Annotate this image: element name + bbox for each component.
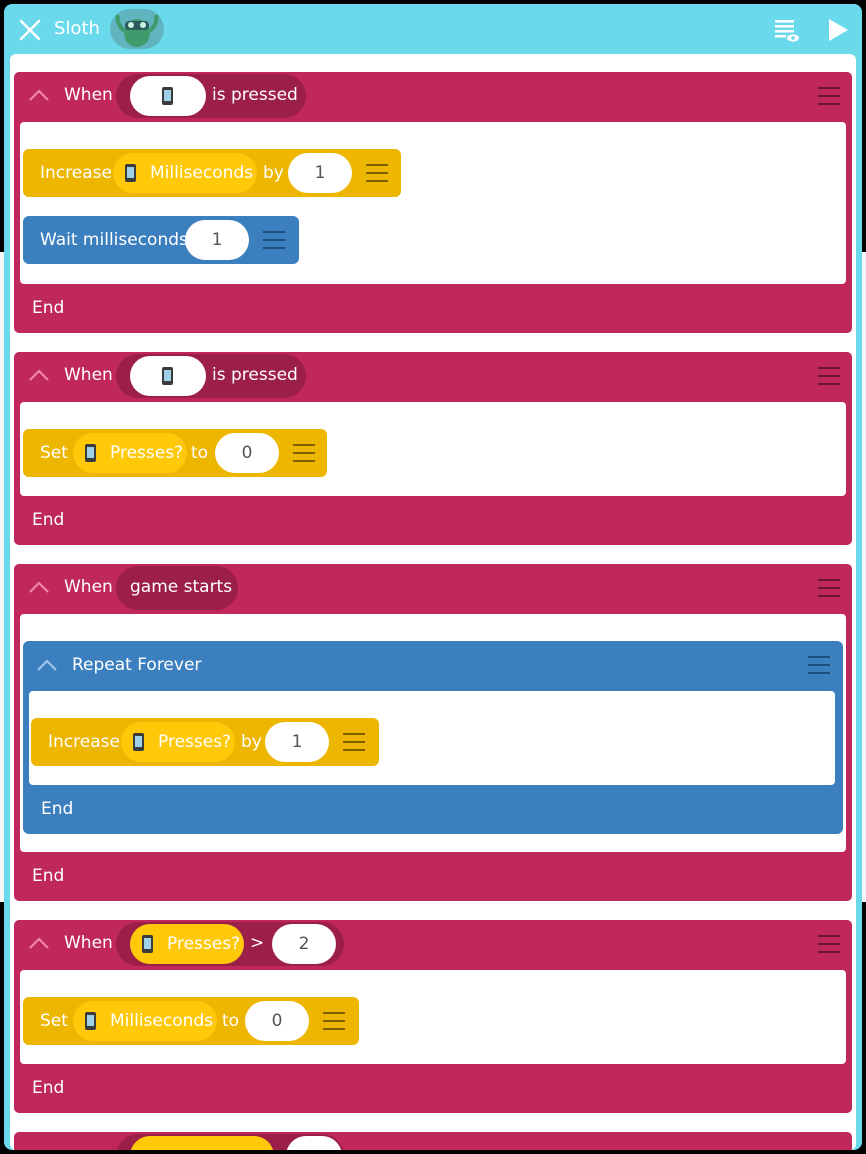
value-input[interactable]: 1 <box>265 722 329 762</box>
device-selector[interactable] <box>130 356 206 396</box>
rule-header: When Presses? > 2 <box>14 920 852 968</box>
repeat-forever-block[interactable]: Repeat Forever Increase Presses? by <box>23 641 843 834</box>
loop-body: Increase Presses? by 1 <box>29 691 835 785</box>
trigger-pill[interactable]: is pressed <box>116 74 306 118</box>
variable-pill[interactable]: Milliseconds <box>73 1001 217 1041</box>
value-input[interactable]: 0 <box>215 433 279 473</box>
phone-icon <box>125 164 136 182</box>
end-label: End <box>32 1078 65 1098</box>
trigger-suffix: is pressed <box>212 365 298 385</box>
trigger-suffix: is pressed <box>212 85 298 105</box>
when-label: When <box>64 85 113 105</box>
chevron-up-icon[interactable] <box>28 368 50 382</box>
phone-icon <box>162 87 173 105</box>
sloth-avatar[interactable] <box>110 9 164 49</box>
rule-menu-icon[interactable] <box>818 935 840 955</box>
rule-body: Increase Milliseconds by 1 Wait millisec… <box>20 122 846 284</box>
block-menu-icon[interactable] <box>293 444 315 464</box>
phone-icon <box>85 1012 96 1030</box>
device-selector[interactable] <box>130 76 206 116</box>
value-input[interactable]: 0 <box>245 1001 309 1041</box>
increase-block[interactable]: Increase Milliseconds by 1 <box>23 149 401 197</box>
rule-header: When is pressed <box>14 352 852 400</box>
chevron-up-icon[interactable] <box>28 580 50 594</box>
variable-name: Presses? <box>167 934 241 954</box>
loop-menu-icon[interactable] <box>808 656 830 676</box>
rule-body: Repeat Forever Increase Presses? by <box>20 614 846 852</box>
end-label: End <box>32 298 65 318</box>
close-icon[interactable] <box>18 18 42 42</box>
rule-when-condition: When Presses? > 2 Set <box>14 920 852 1113</box>
variable-name: Milliseconds <box>150 163 254 183</box>
phone-icon <box>85 444 96 462</box>
sloth-character-icon <box>115 14 159 47</box>
wait-label: Wait milliseconds <box>40 230 188 250</box>
when-label: When <box>64 577 113 597</box>
rule-body: Set Presses? to 0 <box>20 402 846 496</box>
end-label: End <box>32 866 65 886</box>
when-label: When <box>64 933 113 953</box>
by-label: by <box>241 732 262 752</box>
phone-icon <box>142 935 153 953</box>
chevron-up-icon[interactable] <box>28 88 50 102</box>
chevron-up-icon[interactable] <box>28 936 50 950</box>
list-eye-icon[interactable] <box>772 16 800 44</box>
increase-label: Increase <box>48 732 120 752</box>
rule-menu-icon[interactable] <box>818 367 840 387</box>
rule-body: Set Milliseconds to 0 <box>20 970 846 1064</box>
condition-pill[interactable] <box>116 1134 344 1150</box>
rule-partial <box>14 1132 852 1150</box>
set-label: Set <box>40 443 68 463</box>
condition-pill[interactable]: Presses? > 2 <box>116 922 344 966</box>
trigger-pill[interactable]: is pressed <box>116 354 306 398</box>
trigger-pill[interactable]: game starts <box>116 566 238 610</box>
variable-name: Milliseconds <box>110 1011 214 1031</box>
block-menu-icon[interactable] <box>263 231 285 251</box>
variable-pill[interactable]: Presses? <box>73 433 187 473</box>
rule-when-pressed-2: When is pressed Set Presses? <box>14 352 852 545</box>
top-bar: Sloth <box>4 4 862 56</box>
rule-when-game-starts: When game starts Repeat Forever <box>14 564 852 901</box>
variable-name: Presses? <box>158 732 232 752</box>
variable-pill[interactable] <box>130 1136 274 1150</box>
play-icon[interactable] <box>824 16 852 44</box>
rule-when-pressed-1: When is pressed Increase Milliseconds <box>14 72 852 333</box>
value-input[interactable] <box>286 1136 342 1150</box>
value-input[interactable]: 1 <box>185 220 249 260</box>
block-menu-icon[interactable] <box>366 164 388 184</box>
when-label: When <box>64 365 113 385</box>
to-label: to <box>222 1011 240 1031</box>
editor-window: Sloth <box>4 4 862 1150</box>
set-label: Set <box>40 1011 68 1031</box>
rule-header: When is pressed <box>14 72 852 120</box>
value-input[interactable]: 1 <box>288 153 352 193</box>
value-input[interactable]: 2 <box>272 924 336 964</box>
block-menu-icon[interactable] <box>323 1012 345 1032</box>
set-block[interactable]: Set Milliseconds to 0 <box>23 997 359 1045</box>
variable-pill[interactable]: Presses? <box>121 722 235 762</box>
by-label: by <box>263 163 284 183</box>
operator[interactable]: > <box>250 933 265 953</box>
phone-icon <box>133 733 144 751</box>
wait-block[interactable]: Wait milliseconds 1 <box>23 216 299 264</box>
object-name: Sloth <box>54 18 100 39</box>
variable-pill[interactable]: Milliseconds <box>113 153 257 193</box>
end-label: End <box>32 510 65 530</box>
increase-block[interactable]: Increase Presses? by 1 <box>31 718 379 766</box>
rule-menu-icon[interactable] <box>818 87 840 107</box>
variable-name: Presses? <box>110 443 184 463</box>
variable-pill[interactable]: Presses? <box>130 924 244 964</box>
loop-end-label: End <box>41 799 74 819</box>
to-label: to <box>191 443 209 463</box>
block-menu-icon[interactable] <box>343 733 365 753</box>
rule-menu-icon[interactable] <box>818 579 840 599</box>
trigger-text: game starts <box>130 577 233 597</box>
chevron-up-icon[interactable] <box>36 658 58 672</box>
code-canvas: When is pressed Increase Milliseconds <box>10 54 856 1150</box>
repeat-label: Repeat Forever <box>72 655 202 675</box>
increase-label: Increase <box>40 163 112 183</box>
rule-header: When game starts <box>14 564 852 612</box>
set-block[interactable]: Set Presses? to 0 <box>23 429 327 477</box>
phone-icon <box>162 367 173 385</box>
